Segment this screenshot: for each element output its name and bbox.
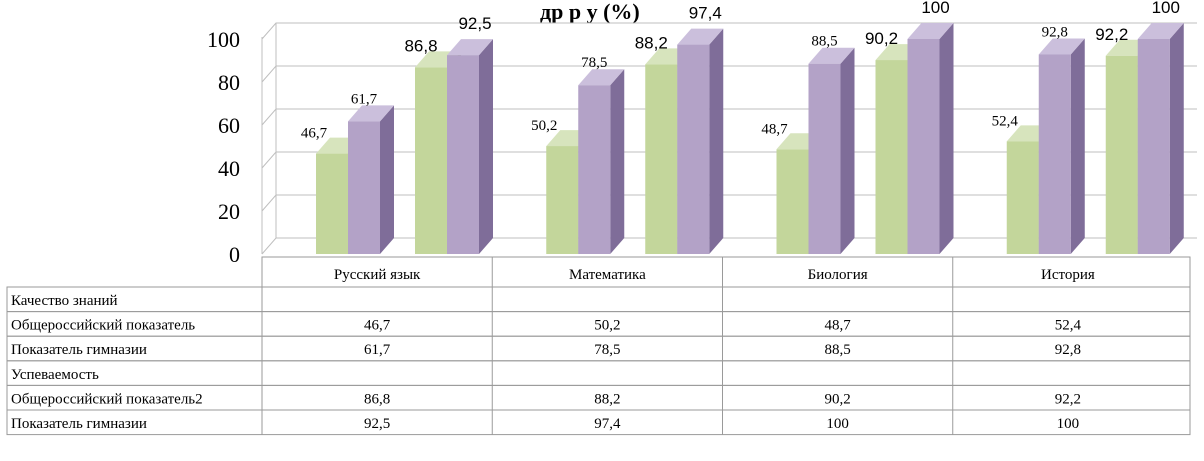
row-label: Показатель гимназии <box>11 416 147 432</box>
bar-top <box>447 39 493 56</box>
bar-side <box>380 105 394 254</box>
bar-top <box>808 47 855 64</box>
data-label: 100 <box>921 0 949 17</box>
data-table: Русский язык Математика Биология История Кач… <box>6 256 1191 436</box>
bar-top <box>348 105 394 122</box>
data-label: 100 <box>1152 0 1180 17</box>
row-label: Показатель гимназии <box>11 342 147 358</box>
bar-top <box>1038 38 1085 55</box>
y-tick-label: 100 <box>207 27 240 52</box>
row-label: Успеваемость <box>11 367 99 383</box>
bar <box>415 67 447 254</box>
table-row <box>6 286 1191 313</box>
y-tick-label: 60 <box>218 113 240 138</box>
data-label: 48,7 <box>761 121 788 137</box>
bar <box>316 153 348 254</box>
bar-top <box>907 23 954 39</box>
bar <box>875 60 908 254</box>
data-label: 88,5 <box>811 34 837 50</box>
bars <box>316 23 1184 255</box>
row-label: Общероссийский показатель2 <box>11 391 203 407</box>
table-cell: 78,5 <box>594 342 620 358</box>
y-tick-label: 0 <box>229 242 240 267</box>
data-label: 90,2 <box>865 29 898 48</box>
table-row <box>6 360 1191 386</box>
y-tick-label: 20 <box>218 199 240 224</box>
data-label: 92,5 <box>458 14 491 33</box>
table-cell: 92,5 <box>364 416 390 432</box>
table-cell: 88,5 <box>825 342 851 358</box>
row-label: Качество знаний <box>11 293 118 309</box>
data-label: 52,4 <box>992 113 1019 129</box>
table-cell: 88,2 <box>594 391 620 407</box>
data-label: 92,8 <box>1042 24 1068 40</box>
table-cell: 50,2 <box>594 318 620 334</box>
table-cell: 61,7 <box>364 342 391 358</box>
bar <box>546 146 579 254</box>
data-label: 46,7 <box>301 126 328 142</box>
bar <box>808 63 841 254</box>
table-row <box>6 409 1191 436</box>
bar <box>447 55 479 254</box>
data-label: 78,5 <box>581 55 607 71</box>
category-label: Русский язык <box>334 267 421 283</box>
data-label: 61,7 <box>351 91 378 107</box>
bar <box>1137 39 1170 254</box>
bar-side <box>1070 38 1085 255</box>
table-cell: 97,4 <box>594 416 621 432</box>
bar-top <box>1137 23 1184 39</box>
bar-top <box>677 28 724 45</box>
bar <box>1105 55 1138 254</box>
data-label: 88,2 <box>635 33 668 52</box>
bar <box>677 44 710 255</box>
table-cell: 92,2 <box>1055 391 1081 407</box>
chart-title: др р у (%) <box>540 0 640 24</box>
table-cell: 100 <box>826 416 849 432</box>
y-tick-label: 80 <box>218 70 240 95</box>
table-cell: 46,7 <box>364 318 391 334</box>
bar-side <box>939 23 954 254</box>
bar <box>1006 141 1039 254</box>
table-cell: 86,8 <box>364 391 390 407</box>
category-label: История <box>1041 267 1095 283</box>
data-label: 50,2 <box>531 118 557 134</box>
bar <box>1038 54 1071 255</box>
category-label: Биология <box>808 267 868 283</box>
data-label: 97,4 <box>689 4 722 23</box>
y-tick-label: 40 <box>218 156 240 181</box>
bar-side <box>479 39 493 254</box>
bar-side <box>840 47 855 254</box>
bar-side <box>709 28 724 255</box>
data-label: 92,2 <box>1095 25 1128 44</box>
bar-side <box>610 69 625 254</box>
data-label: 86,8 <box>404 36 437 55</box>
y-axis-ticks: 0 20 40 60 80 100 <box>207 27 240 267</box>
bar <box>578 85 611 254</box>
table-cell: 100 <box>1057 416 1080 432</box>
bar-top <box>578 69 625 86</box>
row-label: Общероссийский показатель <box>11 318 195 334</box>
category-label: Математика <box>569 267 646 283</box>
bar-side <box>1169 23 1184 254</box>
table-cell: 92,8 <box>1055 342 1081 358</box>
bar <box>645 64 678 255</box>
table-cell: 52,4 <box>1055 318 1082 334</box>
bar <box>907 39 940 254</box>
bar <box>348 121 380 254</box>
table-cell: 90,2 <box>825 391 851 407</box>
data-labels: 46,7 61,7 86,8 92,5 50,2 78,5 88,2 97,4 48,7 88,5… <box>301 0 1180 142</box>
table-cell: 48,7 <box>825 318 852 334</box>
bar <box>776 149 809 254</box>
